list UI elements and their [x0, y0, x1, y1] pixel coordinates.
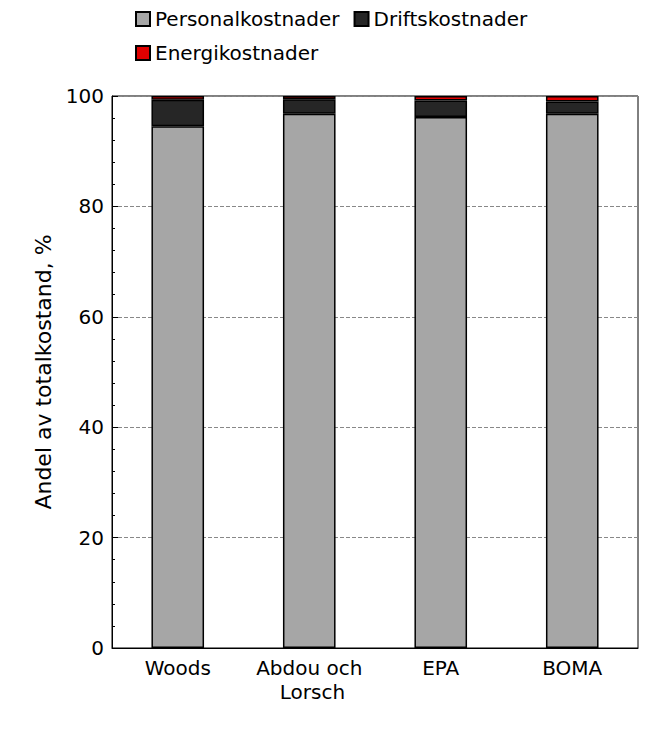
svg-text:BOMA: BOMA: [542, 656, 602, 680]
svg-text:Woods: Woods: [145, 656, 211, 680]
svg-text:Personalkostnader: Personalkostnader: [155, 7, 340, 31]
svg-text:100: 100: [66, 84, 104, 108]
svg-text:60: 60: [79, 305, 104, 329]
svg-text:40: 40: [79, 415, 104, 439]
svg-text:Abdou och: Abdou och: [256, 656, 362, 680]
svg-text:Energikostnader: Energikostnader: [155, 41, 319, 65]
svg-text:80: 80: [79, 194, 104, 218]
svg-text:Driftskostnader: Driftskostnader: [374, 7, 528, 31]
svg-text:0: 0: [91, 636, 104, 660]
svg-text:Lorsch: Lorsch: [273, 680, 345, 704]
svg-text:EPA: EPA: [422, 656, 459, 680]
svg-text:Andel av totalkostand, %: Andel av totalkostand, %: [31, 234, 56, 509]
svg-text:20: 20: [79, 526, 104, 550]
